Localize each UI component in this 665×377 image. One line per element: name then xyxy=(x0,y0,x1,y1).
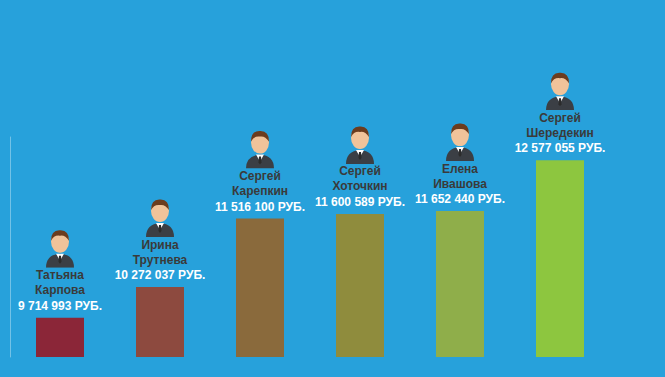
svg-text:Хоточкин: Хоточкин xyxy=(332,179,387,193)
svg-text:Татьяна: Татьяна xyxy=(36,268,84,282)
svg-text:Сергей: Сергей xyxy=(239,169,281,183)
svg-text:Карпова: Карпова xyxy=(35,283,85,297)
svg-text:Елена: Елена xyxy=(442,162,478,176)
svg-text:10 272 037 РУБ.: 10 272 037 РУБ. xyxy=(115,268,206,282)
svg-text:Ирина: Ирина xyxy=(141,238,179,252)
svg-text:Сергей: Сергей xyxy=(539,111,581,125)
svg-text:Шередекин: Шередекин xyxy=(526,126,594,140)
svg-text:Ивашова: Ивашова xyxy=(433,177,487,191)
svg-text:Сергей: Сергей xyxy=(339,164,381,178)
svg-text:11 600 589 РУБ.: 11 600 589 РУБ. xyxy=(315,195,405,209)
svg-text:9 714 993 РУБ.: 9 714 993 РУБ. xyxy=(18,299,102,313)
svg-text:Карепкин: Карепкин xyxy=(232,184,288,198)
svg-text:12 577 055 РУБ.: 12 577 055 РУБ. xyxy=(515,141,606,155)
svg-text:Трутнева: Трутнева xyxy=(133,253,188,267)
svg-text:11 516 100 РУБ.: 11 516 100 РУБ. xyxy=(215,200,305,214)
svg-text:11 652 440 РУБ.: 11 652 440 РУБ. xyxy=(415,192,505,206)
